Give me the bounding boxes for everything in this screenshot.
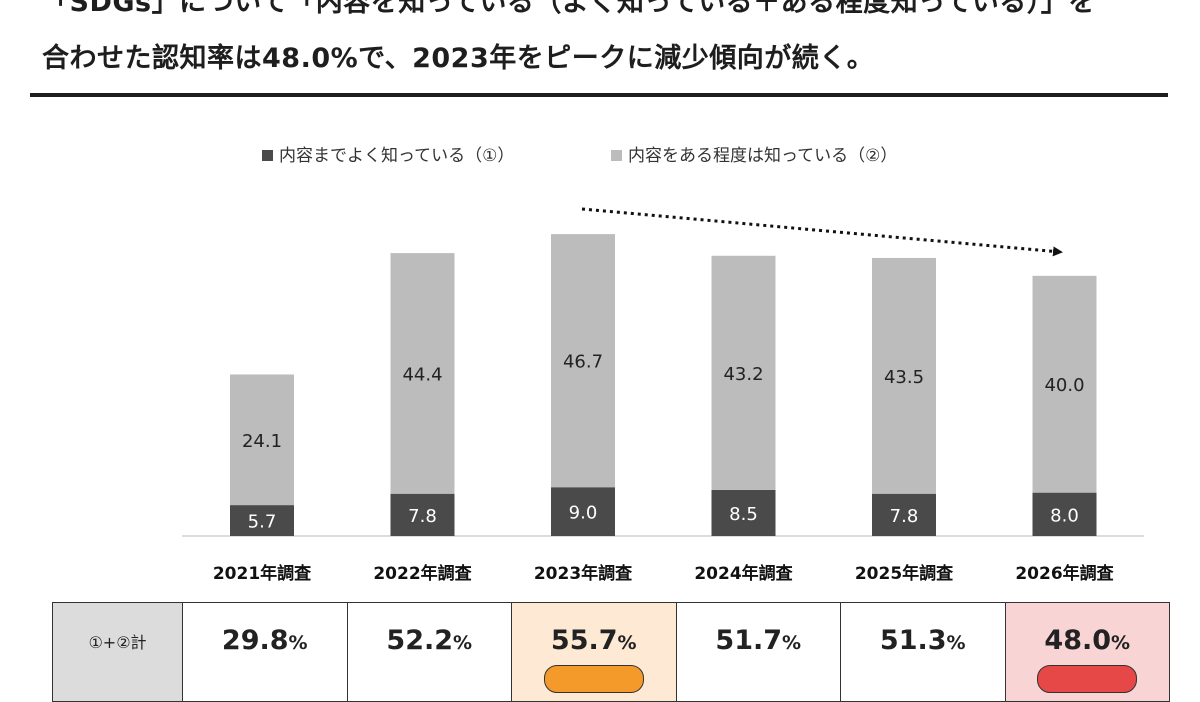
summary-cell-2024: 51.7% <box>675 602 841 702</box>
summary-cell-2026: 48.0% <box>1004 602 1170 702</box>
data-label-series-2: 40.0 <box>1044 375 1084 396</box>
peak-badge <box>543 665 644 693</box>
bar-segment-series-1 <box>711 489 776 536</box>
data-label-series-2: 24.1 <box>242 431 282 452</box>
bar-segment-series-2 <box>1032 275 1097 493</box>
bar-segment-series-2 <box>230 374 294 506</box>
data-label-series-1: 5.7 <box>248 512 277 533</box>
summary-cell-2025: 51.3% <box>840 602 1006 702</box>
category-label: 2023年調査 <box>534 563 633 584</box>
bar-segment-series-2 <box>711 255 776 490</box>
bar-segment-series-2 <box>390 253 455 494</box>
category-label: 2021年調査 <box>213 563 312 584</box>
summary-cell-2021: 29.8% <box>182 602 348 702</box>
headline-divider <box>30 93 1168 97</box>
bar-segment-series-1 <box>390 493 455 536</box>
low-badge <box>1037 665 1138 693</box>
summary-total-2023: 55.7 <box>550 625 618 656</box>
category-label: 2026年調査 <box>1015 563 1114 584</box>
data-label-series-2: 44.4 <box>402 364 442 385</box>
summary-cell-2022: 52.2% <box>346 602 512 702</box>
legend-label-series-1: 内容までよく知っている（①） <box>279 146 514 166</box>
summary-row-label: ①+②計 <box>52 602 183 702</box>
summary-unit: % <box>288 632 308 654</box>
legend-swatch-series-1 <box>262 150 273 161</box>
category-label: 2025年調査 <box>855 563 954 584</box>
data-label-series-1: 9.0 <box>569 503 598 524</box>
bar-segment-series-2 <box>872 257 936 494</box>
bars-group: 5.7 24.1 7.8 44.4 9.0 46.7 8.5 43.2 7.8 43.5 8.0 40… <box>230 234 1097 536</box>
bar-segment-series-1 <box>872 493 936 536</box>
headline-line-2: 合わせた認知率は48.0%で、2023年をピークに減少傾向が続く。 <box>42 43 875 74</box>
summary-total-2022: 52.2 <box>386 625 454 656</box>
summary-total-2021: 29.8 <box>221 625 289 656</box>
summary-unit: % <box>946 632 966 654</box>
stacked-bar-chart: 内容までよく知っている（①） 内容をある程度は知っている（②） 5.7 24.1 7… <box>182 146 1144 584</box>
data-label-series-2: 43.2 <box>723 364 763 385</box>
bar-segment-series-1 <box>1032 492 1097 536</box>
bar-segment-series-1 <box>551 487 615 536</box>
headline-line-1: 「SDGs」について「内容を知っている（よく知っている＋ある程度知っている）」を <box>42 0 1096 18</box>
data-label-series-2: 46.7 <box>563 352 603 373</box>
category-label: 2024年調査 <box>694 563 793 584</box>
bar-segment-series-2 <box>551 234 615 488</box>
summary-cell-2023: 55.7% <box>511 602 677 702</box>
trend-arrow <box>581 207 1063 257</box>
summary-unit: % <box>617 632 637 654</box>
data-label-series-1: 7.8 <box>890 506 919 527</box>
legend-label-series-2: 内容をある程度は知っている（②） <box>628 146 897 166</box>
summary-table: ①+②計 29.8% 52.2% 55.7% 51.7% 51.3% 48.0% <box>52 602 1170 702</box>
category-labels: 2021年調査 2022年調査 2023年調査 2024年調査 2025年調査 2026年… <box>213 563 1115 584</box>
summary-total-2024: 51.7 <box>715 625 783 656</box>
summary-unit: % <box>1111 632 1131 654</box>
bar-segment-series-1 <box>230 505 294 536</box>
category-label: 2022年調査 <box>373 563 472 584</box>
summary-total-2025: 51.3 <box>879 625 947 656</box>
data-label-series-2: 43.5 <box>884 367 924 388</box>
summary-total-2026: 48.0 <box>1044 625 1112 656</box>
summary-unit: % <box>782 632 802 654</box>
summary-row: ①+②計 29.8% 52.2% 55.7% 51.7% 51.3% 48.0% <box>52 602 1170 702</box>
data-label-series-1: 7.8 <box>408 506 437 527</box>
legend-swatch-series-2 <box>611 150 622 161</box>
data-label-series-1: 8.5 <box>729 504 758 525</box>
data-label-series-1: 8.0 <box>1050 505 1079 526</box>
summary-unit: % <box>453 632 473 654</box>
